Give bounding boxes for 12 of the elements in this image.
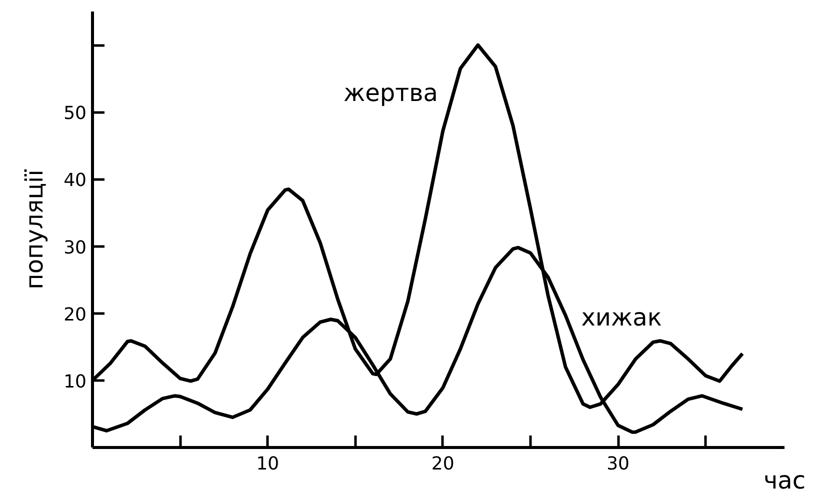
y-tick-label: 50: [64, 103, 86, 124]
series-label: хижак: [581, 304, 662, 332]
y-tick-label: 40: [64, 170, 86, 192]
x-tick-label: 20: [431, 454, 454, 474]
x-axis-title: час: [763, 466, 806, 494]
y-axis-title: популяції: [20, 169, 49, 290]
y-tick-label: 30: [64, 237, 86, 258]
y-tick-label: 20: [64, 304, 86, 326]
x-tick-label: 10: [256, 454, 280, 474]
y-tick-label: 10: [64, 371, 86, 392]
x-tick-label: 30: [606, 454, 630, 474]
series-label: жертва: [343, 79, 438, 108]
